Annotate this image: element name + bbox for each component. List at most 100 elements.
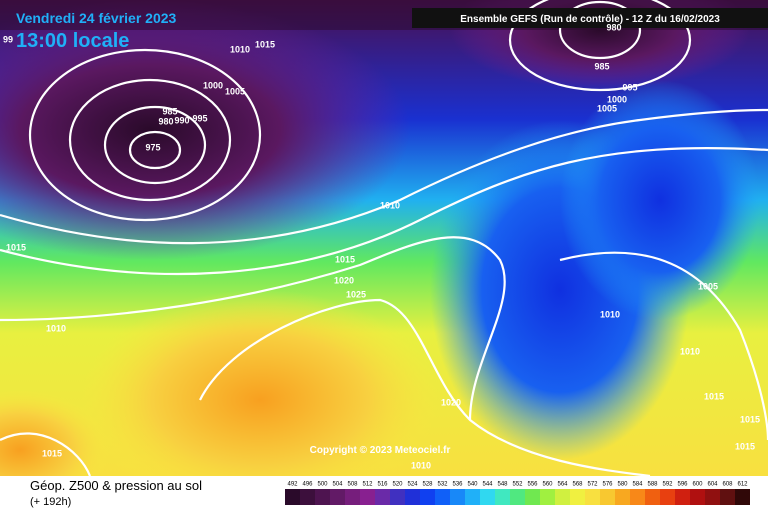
- isobar-label: 1005: [597, 103, 617, 113]
- legend-swatch: [405, 489, 420, 505]
- isobar-label: 1005: [225, 86, 245, 96]
- isobar: [128, 130, 182, 170]
- legend-label: 492: [287, 482, 298, 488]
- isobar-label: 1015: [704, 391, 724, 401]
- date-label: Vendredi 24 février 2023: [16, 10, 177, 26]
- legend-label: 608: [722, 482, 733, 488]
- legend-swatch: [300, 489, 315, 505]
- legend-label: 592: [662, 482, 673, 488]
- isobar-label: 975: [145, 142, 160, 152]
- isobar: [68, 78, 232, 202]
- legend-label: 572: [587, 482, 598, 488]
- isobar-label: 1015: [255, 39, 275, 49]
- legend-label: 520: [392, 482, 403, 488]
- legend-swatch: [570, 489, 585, 505]
- legend-swatch: [375, 489, 390, 505]
- isobar-label: 990: [174, 115, 189, 125]
- isobar: [199, 298, 651, 478]
- isobar: [558, 0, 642, 60]
- isobar-label: 980: [606, 22, 621, 32]
- isobar: [559, 251, 768, 441]
- legend-swatch: [360, 489, 375, 505]
- legend-swatch: [465, 489, 480, 505]
- isobar-label: 1000: [607, 94, 627, 104]
- legend-swatch: [450, 489, 465, 505]
- isobar-label: 995: [622, 82, 637, 92]
- run-banner: [412, 8, 768, 28]
- isobar-label: 985: [162, 106, 177, 116]
- isobar-label: 1010: [46, 323, 66, 333]
- legend-label: 604: [707, 482, 718, 488]
- legend-label: 596: [677, 482, 688, 488]
- trough-area: [560, 80, 760, 320]
- isobar: [0, 147, 768, 276]
- legend-swatch: [660, 489, 675, 505]
- legend-label: 548: [497, 482, 508, 488]
- legend-label: 568: [572, 482, 583, 488]
- legend-swatch: [690, 489, 705, 505]
- legend-label: 552: [512, 482, 523, 488]
- legend-swatch: [480, 489, 495, 505]
- isobar: [508, 0, 692, 92]
- isobar-label: 1015: [740, 414, 760, 424]
- legend-swatch: [540, 489, 555, 505]
- legend-label: 580: [617, 482, 628, 488]
- isobar-label: 1020: [441, 397, 461, 407]
- isobar-label: 1015: [335, 254, 355, 264]
- legend-swatch: [600, 489, 615, 505]
- isobar-label: 1015: [735, 441, 755, 451]
- legend-swatch: [390, 489, 405, 505]
- isobar-label: 1010: [680, 346, 700, 356]
- legend-label: 540: [467, 482, 478, 488]
- legend-label: 600: [692, 482, 703, 488]
- run-label: Ensemble GEFS (Run de contrôle) - 12 Z d…: [460, 14, 720, 25]
- legend-swatch: [420, 489, 435, 505]
- legend-label: 496: [302, 482, 313, 488]
- legend-label: 564: [557, 482, 568, 488]
- isobar-label: 1010: [230, 44, 250, 54]
- legend-swatch: [585, 489, 600, 505]
- legend-swatch: [525, 489, 540, 505]
- legend-swatch: [705, 489, 720, 505]
- legend-label: 584: [632, 482, 643, 488]
- legend-swatch: [720, 489, 735, 505]
- isobar-label: 1010: [411, 460, 431, 470]
- isobar: [103, 105, 207, 185]
- legend-label: 556: [527, 482, 538, 488]
- isobars: [0, 0, 768, 476]
- legend-swatch: [315, 489, 330, 505]
- isobar-label: 985: [594, 61, 609, 71]
- legend-label: 532: [437, 482, 448, 488]
- legend-swatch: [615, 489, 630, 505]
- time-label: 13:00 locale: [16, 30, 129, 52]
- legend-swatch: [675, 489, 690, 505]
- legend: 492 496 500 504 508 512 516 520 524 528 532 536 540 5…: [285, 482, 750, 505]
- legend-label: 544: [482, 482, 493, 488]
- legend-swatch: [285, 489, 300, 505]
- isobar-label: 99: [3, 34, 13, 44]
- legend-label: 588: [647, 482, 658, 488]
- legend-swatch: [645, 489, 660, 505]
- legend-label: 500: [317, 482, 328, 488]
- isobar: [0, 432, 92, 477]
- isobar-label: 1020: [334, 275, 354, 285]
- copyright: Copyright © 2023 Meteociel.fr: [310, 445, 451, 456]
- isobar-label: 1010: [380, 200, 400, 210]
- legend-swatch: [495, 489, 510, 505]
- legend-label: 612: [737, 482, 748, 488]
- legend-swatch: [330, 489, 345, 505]
- isobar-label: 995: [192, 113, 207, 123]
- legend-label: 576: [602, 482, 613, 488]
- footer-lead: (+ 192h): [30, 496, 71, 508]
- isobar-label: 1010: [600, 309, 620, 319]
- isobar: [0, 108, 768, 245]
- footer-title: Géop. Z500 & pression au sol: [30, 478, 202, 493]
- isobar-label: 1015: [6, 242, 26, 252]
- legend-label: 528: [422, 482, 433, 488]
- legend-swatch: [345, 489, 360, 505]
- legend-label: 524: [407, 482, 418, 488]
- legend-swatch: [510, 489, 525, 505]
- low-pressure-area: [0, 0, 410, 260]
